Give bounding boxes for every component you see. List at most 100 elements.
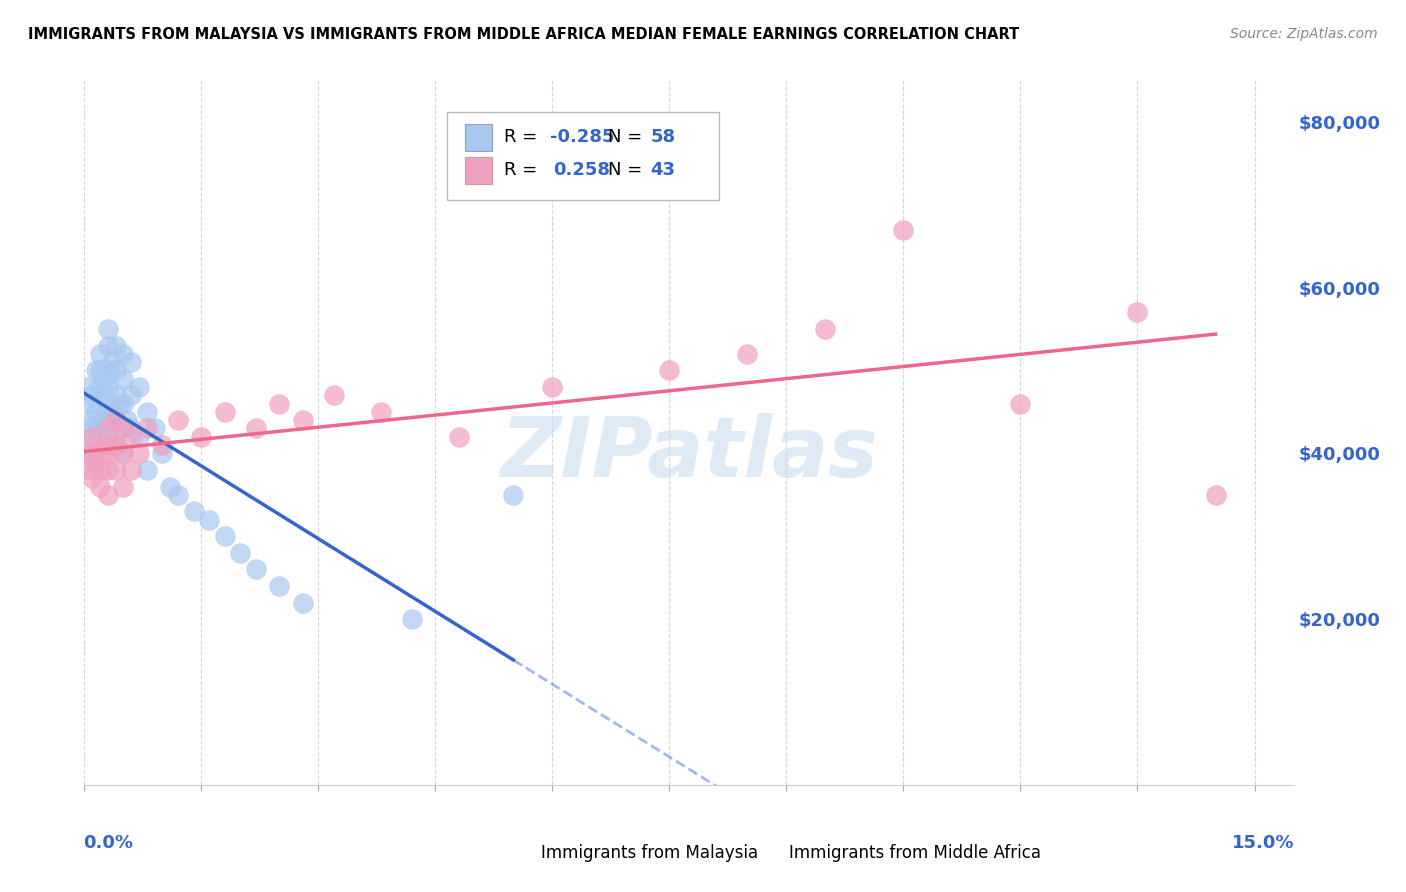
FancyBboxPatch shape bbox=[465, 157, 492, 184]
Text: -0.285: -0.285 bbox=[550, 128, 614, 146]
Text: Source: ZipAtlas.com: Source: ZipAtlas.com bbox=[1230, 27, 1378, 41]
Point bbox=[104, 438, 127, 452]
Point bbox=[104, 388, 127, 402]
Point bbox=[120, 463, 142, 477]
Point bbox=[112, 421, 135, 435]
Point bbox=[77, 446, 100, 460]
Point bbox=[1126, 305, 1149, 319]
Point bbox=[82, 413, 104, 427]
Point bbox=[79, 396, 101, 410]
Text: R =: R = bbox=[503, 128, 543, 146]
Text: N =: N = bbox=[607, 128, 648, 146]
Point bbox=[97, 430, 120, 444]
Point bbox=[1205, 488, 1227, 502]
Point bbox=[97, 413, 120, 427]
Point bbox=[82, 471, 104, 485]
Point bbox=[112, 446, 135, 460]
Point bbox=[97, 446, 120, 460]
Point bbox=[82, 430, 104, 444]
Point bbox=[447, 430, 470, 444]
Text: R =: R = bbox=[503, 161, 548, 179]
Point bbox=[112, 421, 135, 435]
Point bbox=[128, 380, 150, 394]
Point bbox=[89, 380, 111, 394]
Point bbox=[120, 388, 142, 402]
Point bbox=[84, 363, 107, 377]
Point bbox=[89, 438, 111, 452]
Text: 15.0%: 15.0% bbox=[1232, 834, 1295, 852]
Point bbox=[183, 504, 205, 518]
Point bbox=[79, 463, 101, 477]
Point bbox=[89, 388, 111, 402]
Point bbox=[82, 430, 104, 444]
Point bbox=[93, 413, 115, 427]
Point bbox=[135, 463, 157, 477]
Point bbox=[117, 413, 139, 427]
Point bbox=[120, 430, 142, 444]
Point bbox=[97, 380, 120, 394]
Point bbox=[167, 413, 190, 427]
Point bbox=[112, 347, 135, 361]
Point bbox=[108, 396, 131, 410]
Point bbox=[150, 446, 173, 460]
Point bbox=[135, 421, 157, 435]
Point bbox=[97, 338, 120, 352]
Point bbox=[120, 421, 142, 435]
Point bbox=[1010, 396, 1032, 410]
Point bbox=[214, 529, 236, 543]
Point bbox=[104, 413, 127, 427]
Point bbox=[198, 513, 221, 527]
Point bbox=[97, 463, 120, 477]
FancyBboxPatch shape bbox=[447, 112, 720, 200]
Point bbox=[97, 488, 120, 502]
Point bbox=[100, 405, 122, 419]
Point bbox=[89, 421, 111, 435]
Point bbox=[150, 438, 173, 452]
Point bbox=[100, 438, 122, 452]
Point bbox=[190, 430, 212, 444]
Point bbox=[814, 322, 837, 336]
Point bbox=[82, 455, 104, 469]
Text: Immigrants from Middle Africa: Immigrants from Middle Africa bbox=[789, 845, 1042, 863]
Point bbox=[370, 405, 392, 419]
Point bbox=[89, 463, 111, 477]
Point bbox=[269, 579, 291, 593]
Point bbox=[97, 396, 120, 410]
Text: Immigrants from Malaysia: Immigrants from Malaysia bbox=[541, 845, 759, 863]
Point bbox=[658, 363, 681, 377]
Point bbox=[84, 405, 107, 419]
Point bbox=[112, 372, 135, 386]
Point bbox=[89, 363, 111, 377]
Point bbox=[120, 355, 142, 369]
Point bbox=[143, 421, 166, 435]
Point bbox=[401, 612, 423, 626]
Point bbox=[89, 479, 111, 493]
Point bbox=[112, 479, 135, 493]
FancyBboxPatch shape bbox=[755, 839, 782, 866]
Text: 0.0%: 0.0% bbox=[83, 834, 134, 852]
Point bbox=[93, 372, 115, 386]
Point bbox=[128, 446, 150, 460]
Text: 58: 58 bbox=[650, 128, 675, 146]
Point bbox=[82, 446, 104, 460]
Point bbox=[100, 355, 122, 369]
Point bbox=[104, 463, 127, 477]
Point bbox=[104, 338, 127, 352]
Point bbox=[112, 396, 135, 410]
Point bbox=[269, 396, 291, 410]
FancyBboxPatch shape bbox=[465, 124, 492, 151]
Point bbox=[737, 347, 759, 361]
Point bbox=[159, 479, 181, 493]
Point bbox=[167, 488, 190, 502]
Point bbox=[112, 446, 135, 460]
Point bbox=[77, 380, 100, 394]
Point bbox=[291, 596, 314, 610]
Text: 0.258: 0.258 bbox=[554, 161, 610, 179]
Point bbox=[323, 388, 346, 402]
Point bbox=[89, 347, 111, 361]
FancyBboxPatch shape bbox=[508, 839, 534, 866]
Point bbox=[82, 388, 104, 402]
Text: N =: N = bbox=[607, 161, 648, 179]
Point bbox=[229, 546, 252, 560]
Point bbox=[84, 455, 107, 469]
